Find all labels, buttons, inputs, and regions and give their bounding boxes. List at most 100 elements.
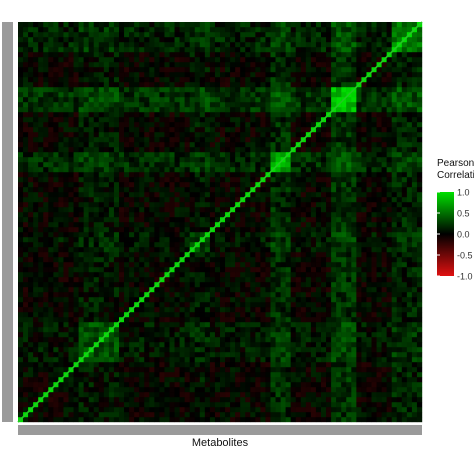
- heatmap-cell: [73, 407, 79, 413]
- heatmap-cell: [295, 402, 301, 408]
- heatmap-cell: [108, 387, 115, 393]
- heatmap-cell: [63, 182, 69, 188]
- heatmap-cell: [184, 117, 190, 123]
- heatmap-cell: [63, 267, 69, 273]
- heatmap-cell: [189, 392, 195, 398]
- heatmap-cell: [124, 367, 130, 373]
- heatmap-cell: [43, 227, 49, 233]
- heatmap-cell: [361, 127, 367, 133]
- heatmap-cell: [169, 167, 175, 173]
- heatmap-cell: [88, 257, 94, 263]
- heatmap-cell: [366, 197, 372, 203]
- heatmap-cell: [204, 352, 211, 358]
- heatmap-cell: [250, 217, 256, 223]
- heatmap-cell: [245, 277, 251, 283]
- heatmap-cell: [58, 352, 64, 358]
- heatmap-cell: [43, 332, 49, 338]
- heatmap-cell: [139, 412, 145, 418]
- heatmap-cell: [346, 272, 352, 278]
- heatmap-cell: [406, 197, 413, 203]
- heatmap-cell: [164, 267, 170, 273]
- heatmap-cell: [73, 397, 79, 403]
- heatmap-cell: [270, 142, 276, 148]
- heatmap-cell: [225, 287, 231, 293]
- heatmap-cell: [23, 282, 29, 288]
- heatmap-cell: [285, 367, 291, 373]
- heatmap-cell: [255, 367, 261, 373]
- heatmap-cell: [336, 192, 342, 198]
- heatmap-cell: [401, 167, 408, 173]
- heatmap-cell: [255, 342, 261, 348]
- heatmap-cell: [230, 257, 236, 263]
- heatmap-cell: [53, 297, 59, 303]
- heatmap-cell: [53, 257, 59, 263]
- heatmap-cell: [225, 377, 231, 383]
- heatmap-cell: [179, 247, 185, 253]
- heatmap-cell: [245, 182, 251, 188]
- heatmap-cell: [18, 312, 24, 318]
- heatmap-cell: [336, 247, 342, 253]
- heatmap-cell: [189, 182, 195, 188]
- heatmap-cell: [179, 352, 185, 358]
- heatmap-cell: [235, 362, 241, 368]
- heatmap-cell: [270, 187, 276, 193]
- heatmap-cell: [93, 392, 99, 398]
- heatmap-cell: [98, 212, 105, 218]
- heatmap-cell: [416, 192, 423, 198]
- heatmap-cell: [235, 217, 241, 223]
- heatmap-cell: [164, 162, 170, 168]
- heatmap-cell: [93, 122, 99, 128]
- heatmap-cell: [33, 147, 39, 153]
- heatmap-cell: [209, 137, 216, 143]
- heatmap-cell: [265, 367, 271, 373]
- heatmap-cell: [220, 112, 226, 118]
- heatmap-cell: [169, 107, 175, 113]
- heatmap-cell: [416, 182, 423, 188]
- heatmap-cell: [245, 207, 251, 213]
- heatmap-cell: [73, 392, 79, 398]
- heatmap-cell: [113, 242, 120, 248]
- heatmap-cell: [184, 362, 190, 368]
- heatmap-cell: [305, 382, 312, 388]
- heatmap-cell: [326, 132, 332, 138]
- heatmap-cell: [290, 347, 296, 353]
- heatmap-cell: [48, 217, 54, 223]
- heatmap-cell: [174, 187, 180, 193]
- heatmap-cell: [58, 332, 64, 338]
- heatmap-cell: [326, 362, 332, 368]
- heatmap-cell: [321, 337, 327, 343]
- heatmap-cell: [230, 397, 236, 403]
- heatmap-cell: [265, 302, 271, 308]
- heatmap-cell: [53, 247, 59, 253]
- heatmap-cell: [33, 162, 39, 168]
- heatmap-cell: [386, 327, 392, 333]
- heatmap-cell: [179, 317, 185, 323]
- heatmap-cell: [315, 417, 322, 423]
- heatmap-cell: [134, 337, 140, 343]
- heatmap-cell: [174, 362, 180, 368]
- heatmap-cell: [93, 407, 99, 413]
- heatmap-cell: [209, 157, 216, 163]
- heatmap-cell: [88, 142, 94, 148]
- heatmap-cell: [310, 337, 317, 343]
- heatmap-cell: [361, 202, 367, 208]
- heatmap-cell: [23, 202, 29, 208]
- heatmap-cell: [98, 182, 105, 188]
- heatmap-cell: [78, 277, 84, 283]
- heatmap-cell: [391, 157, 397, 163]
- heatmap-cell: [230, 147, 236, 153]
- heatmap-cell: [23, 382, 29, 388]
- heatmap-cell: [204, 402, 211, 408]
- heatmap-cell: [129, 122, 135, 128]
- heatmap-cell: [43, 417, 49, 423]
- heatmap-cell: [139, 207, 145, 213]
- heatmap-cell: [265, 332, 271, 338]
- heatmap-cell: [108, 107, 115, 113]
- heatmap-cell: [396, 282, 402, 288]
- heatmap-cell: [295, 407, 301, 413]
- heatmap-cell: [63, 212, 69, 218]
- heatmap-cell: [270, 357, 276, 363]
- heatmap-cell: [315, 172, 322, 178]
- heatmap-cell: [406, 112, 413, 118]
- heatmap-cell: [285, 252, 291, 258]
